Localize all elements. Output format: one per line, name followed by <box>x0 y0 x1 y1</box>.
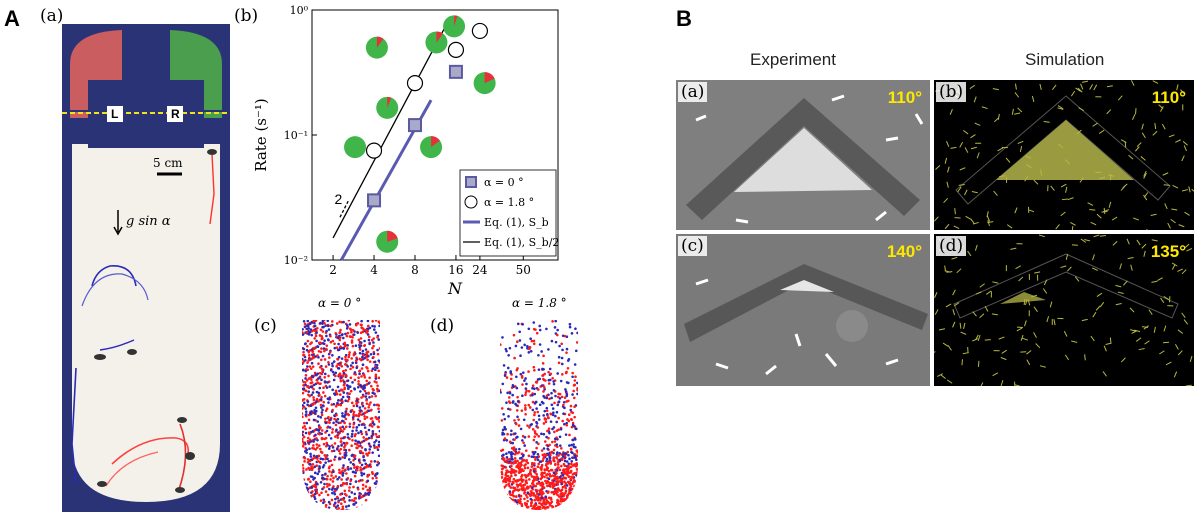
legend-label-0: α = 0 ° <box>484 176 524 189</box>
tile-d-angle: 135° <box>1150 242 1186 261</box>
y-tick-label-1: 10⁻¹ <box>284 129 308 142</box>
square-point-0 <box>367 193 382 208</box>
subpanel-label-a: (a) <box>40 6 64 26</box>
x-tick-label-4: 24 <box>472 263 488 277</box>
slope-label: 2 <box>335 191 343 207</box>
y-tick-label-2: 10⁰ <box>290 4 309 17</box>
legend-circle <box>464 195 478 209</box>
pie-slice-7 <box>484 72 495 84</box>
box-left-label: L <box>111 107 119 121</box>
gravity-label: g sin α <box>126 214 171 229</box>
tile-experiment-110: (a) 110° <box>676 80 930 230</box>
square-point-2 <box>448 64 463 79</box>
tile-simulation-135: (d) 135° <box>934 234 1194 386</box>
subpanel-label-d: (d) <box>430 316 455 336</box>
pie-slice-3 <box>387 230 398 242</box>
panel-letter-a: A <box>4 6 20 31</box>
x-tick-label-1: 4 <box>370 263 378 277</box>
y-axis-label: Rate (s⁻¹) <box>252 98 270 172</box>
scale-bar-label: 5 cm <box>153 156 183 170</box>
particles-c <box>302 320 380 510</box>
slope-dash <box>339 200 350 218</box>
subpanel-label-c: (c) <box>254 316 277 336</box>
tile-c-label: (c) <box>678 236 707 256</box>
header-experiment: Experiment <box>750 50 836 69</box>
legend-label-1: α = 1.8 ° <box>484 196 534 209</box>
legend-square <box>465 176 477 188</box>
header-simulation: Simulation <box>1025 50 1105 69</box>
x-tick-label-3: 16 <box>448 263 463 277</box>
circle-point-0 <box>365 142 383 159</box>
box-right-label: R <box>171 107 180 121</box>
line-eq-sb2 <box>332 25 447 239</box>
title-d: α = 1.8 ° <box>512 296 567 310</box>
pie-0 <box>344 136 367 159</box>
tile-c-angle: 140° <box>886 242 922 261</box>
x-tick-label-0: 2 <box>329 263 337 277</box>
circle-point-3 <box>471 22 489 40</box>
pie-slice-2 <box>376 36 384 48</box>
tile-a-label: (a) <box>678 82 708 102</box>
particles-d <box>500 320 578 510</box>
pie-slice-4 <box>431 136 440 148</box>
pie-slice-6 <box>454 15 458 27</box>
title-c: α = 0 ° <box>318 296 362 310</box>
tile-d-label: (d) <box>936 236 967 256</box>
x-tick-label-5: 50 <box>516 263 531 277</box>
arena-photo: L R 5 cm g sin α <box>62 24 230 512</box>
tile-simulation-110: (b) 110° <box>934 80 1194 230</box>
tile-b-label: (b) <box>936 82 967 102</box>
tile-experiment-140: (c) 140° <box>676 234 930 386</box>
pie-slice-5 <box>436 31 443 43</box>
legend-label-2: Eq. (1), S_b <box>484 216 549 229</box>
pie-slice-1 <box>387 96 392 108</box>
legend-label-3: Eq. (1), S_b/2 <box>484 236 559 249</box>
panel-letter-b: B <box>676 6 692 31</box>
y-tick-label-0: 10⁻² <box>284 254 308 267</box>
circle-point-2 <box>447 41 465 58</box>
subpanel-label-b: (b) <box>234 6 259 26</box>
square-point-1 <box>407 118 422 133</box>
tile-a-angle: 110° <box>887 88 922 107</box>
x-tick-label-2: 8 <box>411 263 419 277</box>
pie-1 <box>376 96 399 119</box>
x-axis-label: N <box>447 279 463 298</box>
circle-point-1 <box>406 75 424 92</box>
tile-b-angle: 110° <box>1151 88 1186 107</box>
